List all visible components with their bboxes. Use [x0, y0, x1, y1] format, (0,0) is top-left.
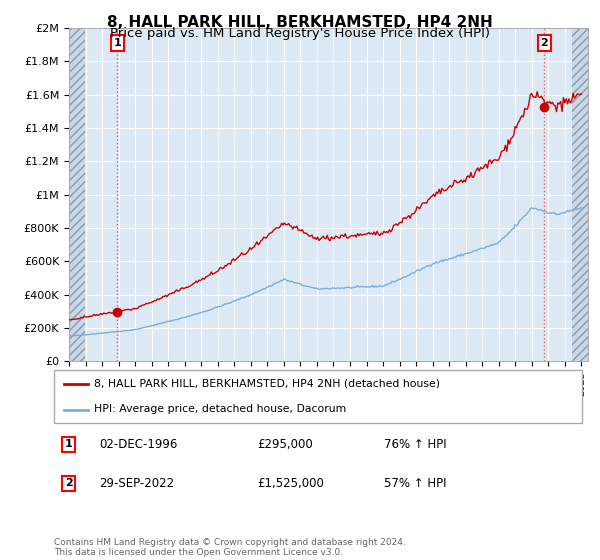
Text: 8, HALL PARK HILL, BERKHAMSTED, HP4 2NH: 8, HALL PARK HILL, BERKHAMSTED, HP4 2NH [107, 15, 493, 30]
Text: Price paid vs. HM Land Registry's House Price Index (HPI): Price paid vs. HM Land Registry's House … [110, 27, 490, 40]
Text: 02-DEC-1996: 02-DEC-1996 [99, 437, 177, 451]
Text: 76% ↑ HPI: 76% ↑ HPI [384, 437, 446, 451]
Text: Contains HM Land Registry data © Crown copyright and database right 2024.
This d: Contains HM Land Registry data © Crown c… [54, 538, 406, 557]
Text: £295,000: £295,000 [257, 437, 313, 451]
Text: HPI: Average price, detached house, Dacorum: HPI: Average price, detached house, Daco… [94, 404, 346, 414]
Text: 29-SEP-2022: 29-SEP-2022 [99, 477, 174, 490]
Bar [69, 28, 85, 361]
Text: 2: 2 [65, 478, 73, 488]
Text: 57% ↑ HPI: 57% ↑ HPI [384, 477, 446, 490]
Text: 1: 1 [113, 38, 121, 48]
Text: £1,525,000: £1,525,000 [257, 477, 324, 490]
Text: 1: 1 [65, 439, 73, 449]
Text: 8, HALL PARK HILL, BERKHAMSTED, HP4 2NH (detached house): 8, HALL PARK HILL, BERKHAMSTED, HP4 2NH … [94, 379, 440, 389]
Bar [572, 28, 589, 361]
Text: 2: 2 [541, 38, 548, 48]
